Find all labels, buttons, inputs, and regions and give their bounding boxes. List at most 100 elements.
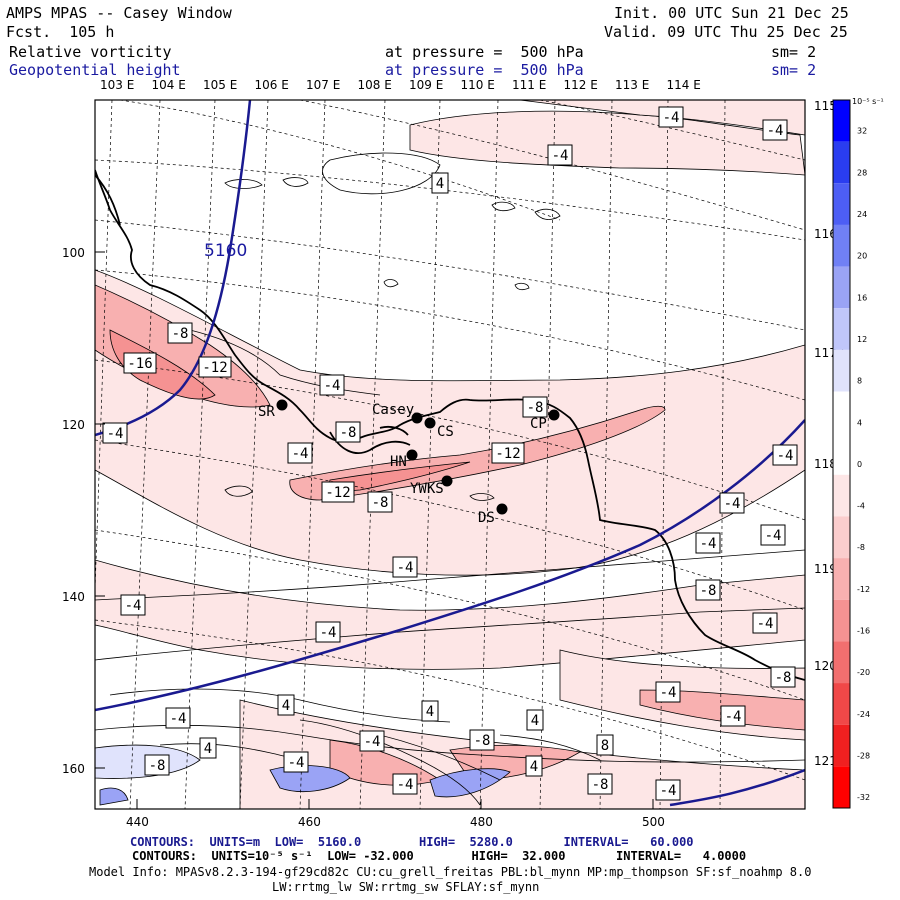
station-dot-cs [424, 417, 436, 429]
colorbar-label: 32 [857, 127, 867, 136]
colorbar-swatch [833, 683, 850, 725]
contour-label-box [392, 773, 418, 795]
colorbar: 32 28 24 20 16 12 8 4 0 -4 -8 -12 -16 -20 -24 -28 -32 [832, 99, 870, 809]
contour-label-box [167, 322, 193, 344]
top-lon-label: 111 E [512, 78, 546, 92]
top-lon-label: 109 E [409, 78, 443, 92]
y-tick-label: 140 [62, 590, 85, 604]
contour-label: -4 [767, 123, 784, 139]
colorbar-swatch [833, 349, 850, 392]
colorbar-label: 28 [857, 168, 867, 177]
contour-label: -4 [700, 536, 717, 552]
contour-label: 8 [601, 738, 609, 754]
app-title: AMPS MPAS -- Casey Window [6, 4, 232, 22]
contour-label-box [359, 730, 385, 752]
field2-smoothing: sm= 2 [771, 61, 817, 79]
contour-label-box [522, 396, 548, 418]
contour-label-box [695, 532, 721, 554]
contour-label: -4 [364, 734, 381, 750]
colorbar-swatch [833, 516, 850, 559]
contour-label-box [283, 751, 309, 773]
contour-label: -4 [724, 496, 741, 512]
contour-label-box [547, 144, 573, 166]
vorticity-contour-info: CONTOURS: UNITS=10⁻⁵ s⁻¹ LOW= -32.000 HI… [132, 849, 747, 863]
contour-label-box [144, 754, 170, 776]
vorticity-contour-labels: -4 -4 -4 4 -8 -16 -12 -4 -8 -8 -4 -12 -12 -8 -4 -4 -4 -4 -… [102, 106, 798, 801]
colorbar-label: 12 [857, 335, 867, 344]
colorbar-label: 0 [857, 460, 862, 469]
colorbar-units: 10⁻⁵ s⁻¹ [852, 97, 884, 106]
station-markers [276, 399, 560, 515]
contour-label-box [392, 556, 418, 578]
colorbar-swatch [833, 100, 850, 142]
station-dot-sr [276, 399, 288, 411]
contour-label: 4 [282, 698, 290, 714]
axis-labels: 100 120 140 160 440 460 480 500 [62, 246, 665, 829]
contour-label-box [655, 681, 681, 703]
top-lon-label: 112 E [564, 78, 598, 92]
contour-label: 4 [531, 713, 539, 729]
top-lon-label: 105 E [203, 78, 237, 92]
contour-label-box [421, 700, 439, 722]
field2-pressure: at pressure = 500 hPa [385, 61, 584, 79]
contour-label: 4 [204, 741, 212, 757]
top-lon-label: 103 E [100, 78, 134, 92]
top-lon-label: 110 E [461, 78, 495, 92]
x-tick-label: 440 [126, 815, 149, 829]
contour-label-box [719, 492, 745, 514]
colorbar-swatch [833, 308, 850, 350]
contour-label: 4 [436, 176, 444, 192]
colorbar-label: -20 [857, 668, 870, 677]
colorbar-swatch [833, 266, 850, 309]
station-label: CS [437, 424, 454, 440]
contour-label: -4 [660, 783, 677, 799]
colorbar-label: 8 [857, 377, 862, 386]
station-label: YWKS [410, 481, 444, 497]
contour-label: -8 [527, 400, 544, 416]
field1-smoothing: sm= 2 [771, 43, 817, 61]
contour-label: -8 [592, 777, 609, 793]
station-label: DS [478, 510, 495, 526]
station-labels: SR Casey CS CP HN YWKS DS [258, 402, 547, 526]
contour-label-box [695, 579, 721, 601]
contour-label: -4 [660, 685, 677, 701]
contour-label-box [762, 119, 788, 141]
contour-label-box [760, 524, 786, 546]
station-label: Casey [372, 402, 414, 418]
contour-label: -8 [372, 495, 389, 511]
contour-label-box [587, 773, 613, 795]
top-longitude-labels: 103 E 104 E 105 E 106 E 107 E 108 E 109 E 110 E… [100, 78, 701, 92]
contour-label-box [335, 421, 361, 443]
colorbar-swatch [833, 724, 850, 767]
height-contour-label: 5160 [204, 241, 247, 261]
contour-label-box [772, 444, 798, 466]
contour-label: -4 [107, 426, 124, 442]
contour-label-box [469, 729, 495, 751]
field2-name: Geopotential height [9, 61, 181, 79]
colorbar-label: -16 [857, 627, 870, 636]
contour-label: -4 [125, 598, 142, 614]
contour-label-box [287, 442, 313, 464]
station-dot-ds [496, 503, 508, 515]
contour-label-box [321, 481, 355, 503]
contour-label: -4 [324, 378, 341, 394]
contour-label: -4 [292, 446, 309, 462]
colorbar-swatch [833, 641, 850, 684]
contour-label-box [367, 491, 393, 513]
top-lon-label: 114 E [667, 78, 701, 92]
contour-label-box [165, 707, 191, 729]
colorbar-swatch [833, 599, 850, 642]
y-tick-label: 160 [62, 762, 85, 776]
colorbar-swatch [833, 558, 850, 600]
contour-label-box [102, 422, 128, 444]
x-tick-label: 500 [642, 815, 665, 829]
contour-label: -4 [663, 110, 680, 126]
contour-label: -8 [700, 583, 717, 599]
colorbar-label: 4 [857, 418, 862, 427]
model-info-radiation: LW:rrtmg_lw SW:rrtmg_sw SFLAY:sf_mynn [272, 880, 540, 894]
colorbar-label: 20 [857, 252, 867, 261]
contour-label-box [720, 705, 746, 727]
vorticity-contours [95, 152, 805, 806]
top-lon-label: 106 E [255, 78, 289, 92]
